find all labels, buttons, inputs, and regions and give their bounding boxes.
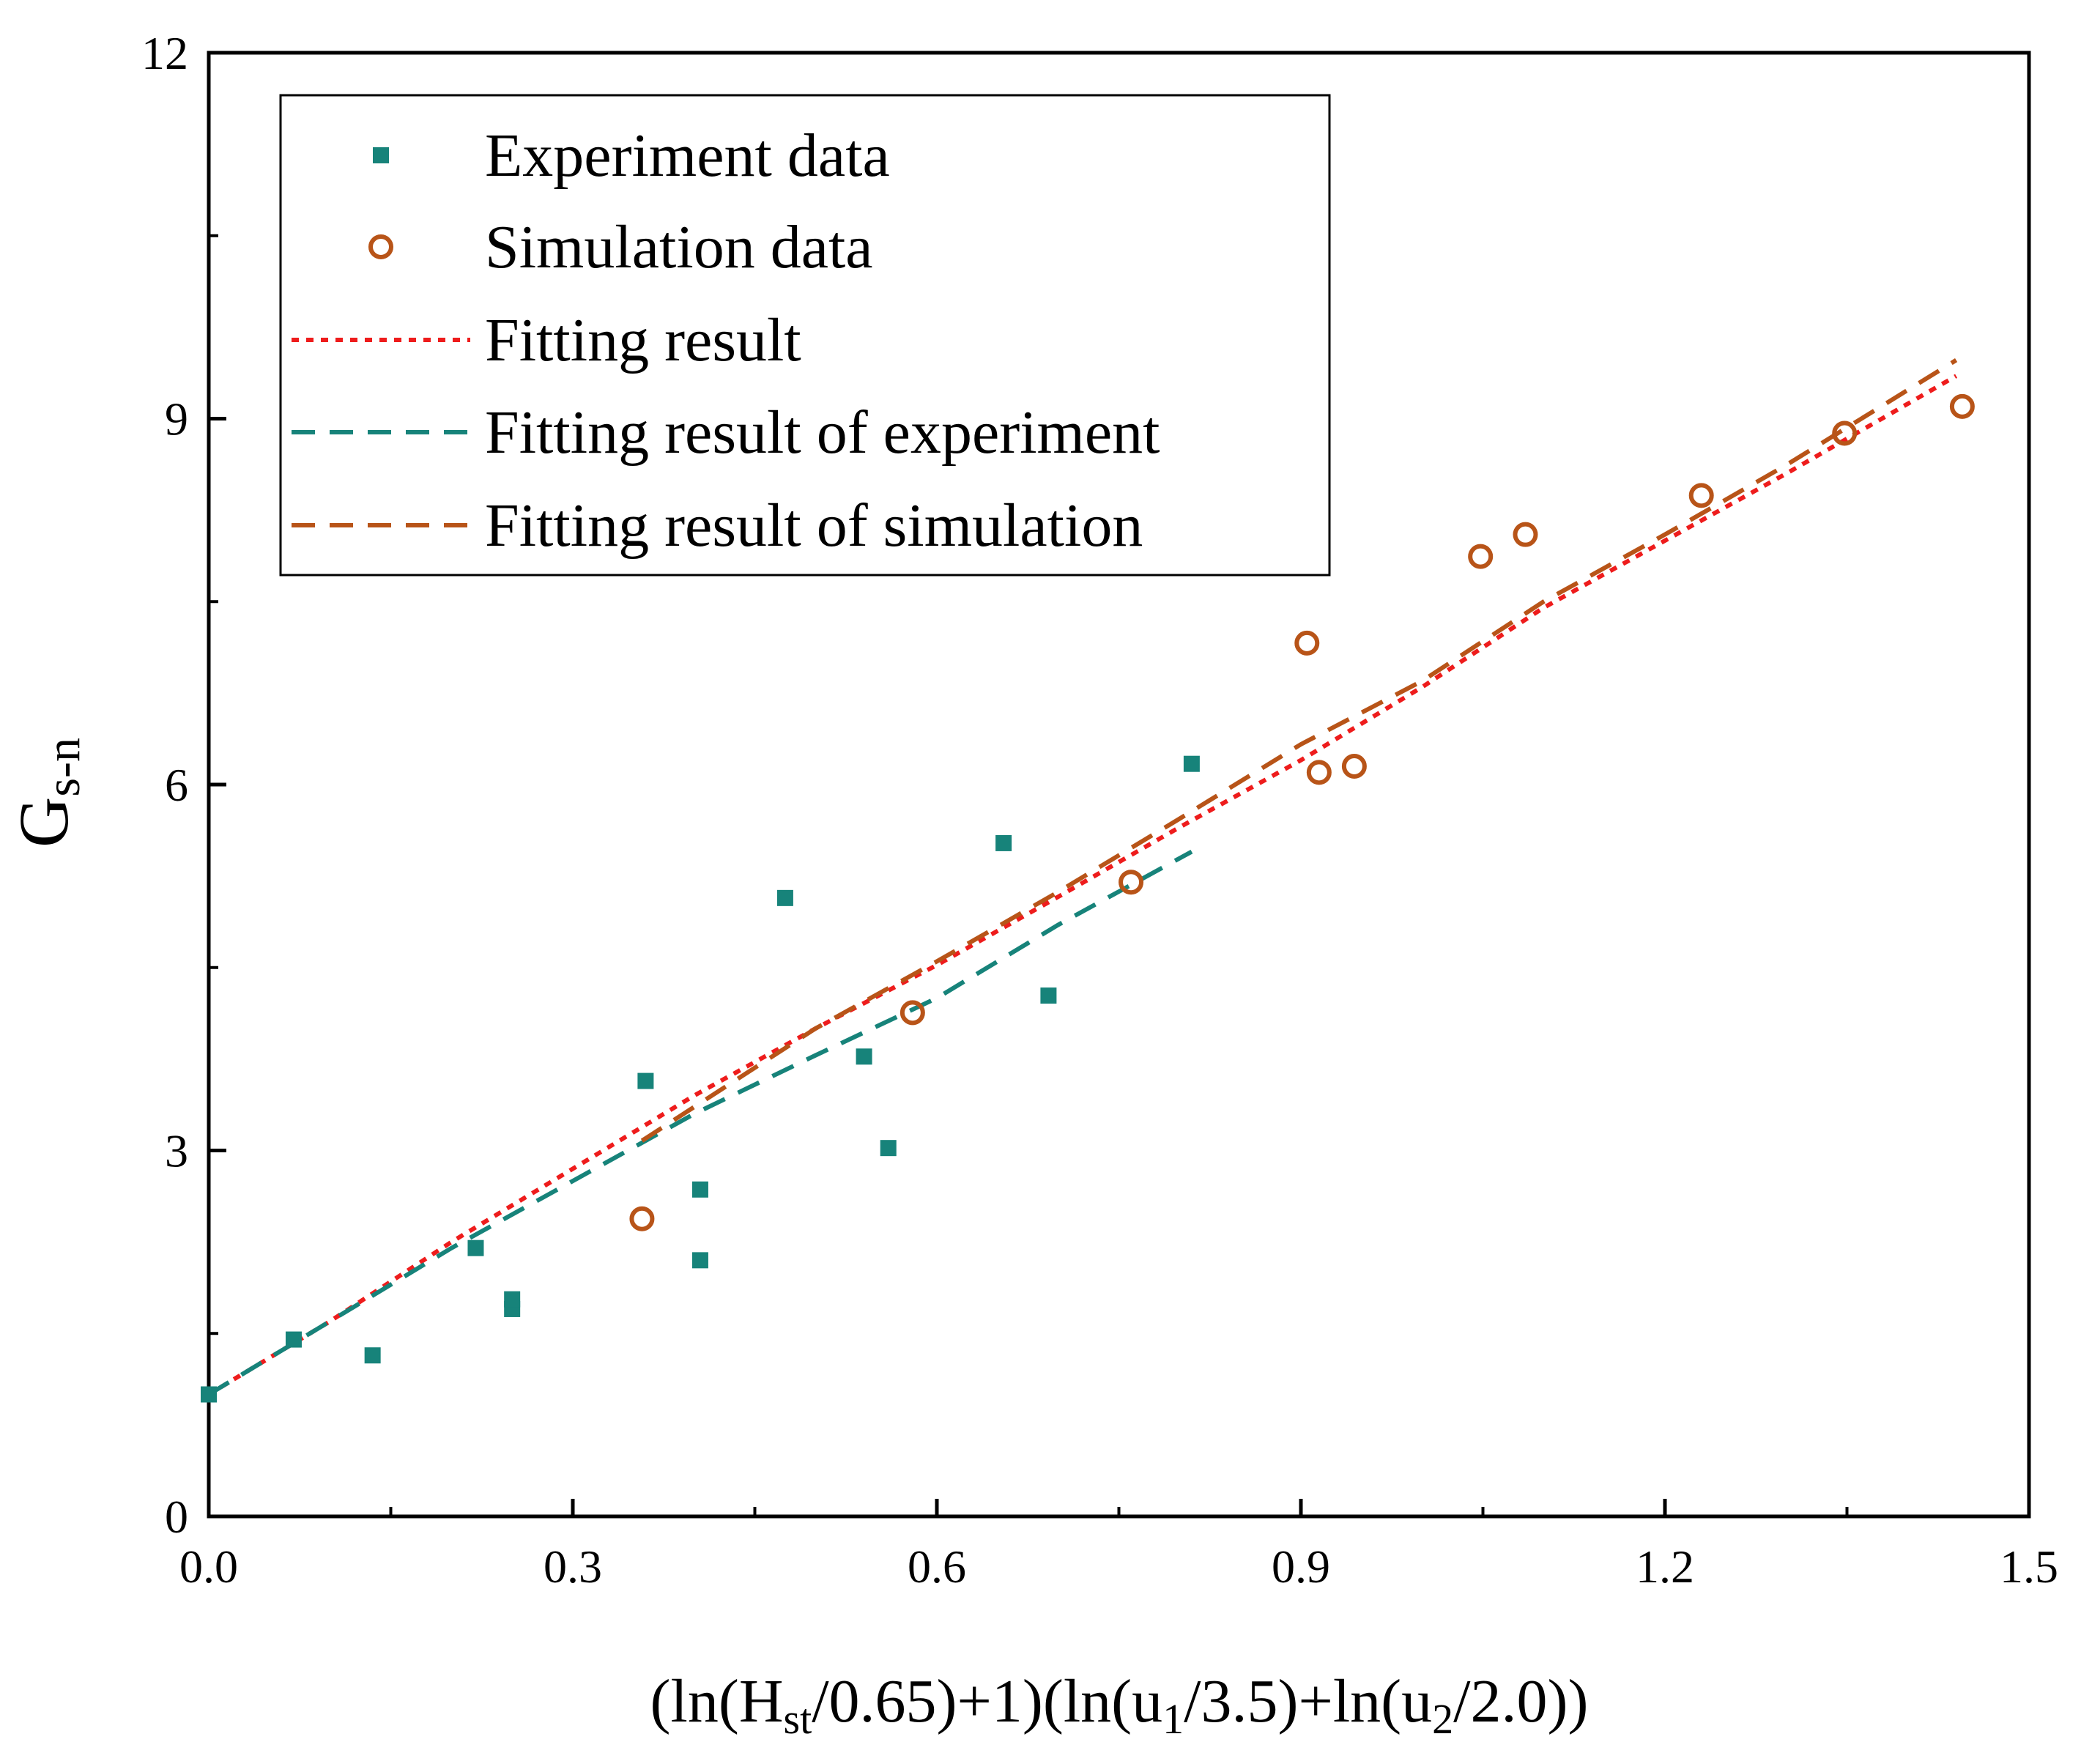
x-axis-title-part-4: /2.0)) xyxy=(1453,1667,1588,1735)
experiment-point xyxy=(776,889,793,906)
series-line-fitting-result xyxy=(207,374,1958,1397)
y-tick-label: 9 xyxy=(165,393,188,445)
x-tick-label: 0.0 xyxy=(179,1541,238,1593)
x-tick-label: 1.5 xyxy=(2000,1541,2058,1593)
series-line-fitting-result-of-simulation xyxy=(640,358,1958,1143)
x-tick-label: 0.9 xyxy=(1272,1541,1330,1593)
x-tick-label: 1.2 xyxy=(1636,1541,1694,1593)
x-axis-title-sub-1: st xyxy=(784,1695,812,1743)
legend-label-fitting-result: Fitting result xyxy=(485,306,801,374)
experiment-point xyxy=(1183,755,1200,772)
simulation-point xyxy=(1306,760,1332,785)
simulation-point xyxy=(1468,544,1494,569)
experiment-point xyxy=(691,1181,708,1198)
experiment-point xyxy=(1040,987,1057,1004)
simulation-point xyxy=(1832,420,1858,446)
x-tick-label: 0.6 xyxy=(908,1541,966,1593)
legend: Experiment data Simulation data Fitting re… xyxy=(279,94,1331,577)
simulation-point xyxy=(1949,393,1975,419)
legend-box xyxy=(279,94,1331,577)
y-axis-title-sub: s-n xyxy=(37,738,90,797)
x-axis-title-part-1: (ln(H xyxy=(650,1667,784,1735)
fit-lines xyxy=(207,358,1958,1397)
experiment-point xyxy=(995,834,1012,851)
experiment-point xyxy=(201,1386,217,1403)
legend-label-fitting-result-of-simulation: Fitting result of simulation xyxy=(485,492,1143,560)
experiment-point xyxy=(880,1140,897,1157)
simulation-point xyxy=(1119,870,1144,895)
x-tick-label: 0.3 xyxy=(544,1541,602,1593)
experiment-point xyxy=(504,1291,521,1308)
experiment-point xyxy=(285,1331,302,1348)
legend-swatch-experiment-data xyxy=(373,147,389,163)
experiment-point xyxy=(637,1072,654,1089)
simulation-point xyxy=(1688,483,1714,508)
experiment-point xyxy=(691,1252,708,1269)
y-tick-label: 3 xyxy=(165,1125,188,1177)
simulation-point xyxy=(899,1000,925,1026)
data-markers xyxy=(201,393,1975,1403)
x-axis-title-part-3: /3.5)+ln(u xyxy=(1184,1667,1432,1735)
x-axis-title-sub-2: 1 xyxy=(1162,1695,1184,1743)
series-line-fitting-result-of-experiment xyxy=(207,849,1193,1397)
y-axis-title: Gs-n xyxy=(4,738,90,848)
axis-ticks: 0.0 0.3 0.6 0.9 1.2 1.5 0 3 6 9 12 xyxy=(141,27,2058,1593)
x-axis-title-part-2: /0.65)+1)(ln(u xyxy=(812,1667,1162,1735)
experiment-point xyxy=(856,1048,872,1065)
x-axis-title: (ln(Hst/0.65)+1)(ln(u1/3.5)+ln(u2/2.0)) xyxy=(650,1667,1589,1743)
legend-label-fitting-result-of-experiment: Fitting result of experiment xyxy=(485,399,1160,467)
simulation-point xyxy=(1513,522,1538,547)
y-tick-label: 0 xyxy=(165,1491,188,1543)
x-axis-title-sub-3: 2 xyxy=(1432,1695,1453,1743)
simulation-point xyxy=(629,1206,655,1231)
experiment-point xyxy=(364,1347,381,1364)
y-tick-label: 6 xyxy=(165,759,188,811)
simulation-point xyxy=(1294,630,1320,656)
y-tick-label: 12 xyxy=(141,27,188,79)
simulation-point xyxy=(1341,754,1367,779)
legend-swatch-simulation-data xyxy=(368,234,393,259)
legend-label-experiment-data: Experiment data xyxy=(485,122,890,190)
legend-label-simulation-data: Simulation data xyxy=(485,213,873,281)
y-axis-title-main: G xyxy=(4,797,83,848)
experiment-point xyxy=(467,1239,484,1256)
